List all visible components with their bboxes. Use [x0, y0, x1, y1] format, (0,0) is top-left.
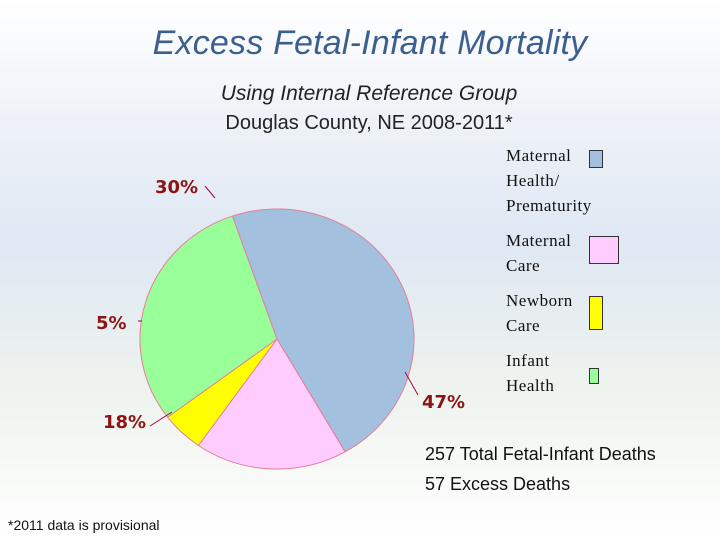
- pct-label-maternal-care: 18%: [103, 412, 146, 433]
- slice-infant-health: [139, 215, 278, 418]
- legend-swatch-maternal-care: [589, 236, 619, 264]
- legend-swatch-infant-health: [589, 368, 599, 384]
- pct-label-newborn-care: 5%: [96, 313, 127, 334]
- legend-swatch-maternal-health: [589, 150, 603, 168]
- leader-line-maternal-health: [404, 371, 419, 396]
- legend-swatch-newborn-care: [589, 296, 603, 330]
- pct-label-infant-health: 30%: [155, 177, 198, 198]
- legend-label-maternal-health: Maternal Health/ Prematurity: [506, 146, 592, 215]
- chart-subtitle: Using Internal Reference Group: [220, 82, 518, 105]
- slice-maternal-health: [231, 208, 415, 453]
- chart-title: Excess Fetal-Infant Mortality: [152, 24, 588, 62]
- total-deaths-text: 257 Total Fetal-Infant Deaths: [425, 444, 656, 464]
- legend-label-maternal-care: Maternal Care: [506, 231, 572, 275]
- leader-line-maternal-care: [149, 411, 173, 427]
- excess-deaths-text: 57 Excess Deaths: [425, 474, 571, 494]
- slice-maternal-care: [197, 338, 346, 470]
- leader-line-infant-health: [204, 185, 216, 199]
- chart-subtitle-2: Douglas County, NE 2008-2011*: [225, 112, 513, 134]
- footnote: *2011 data is provisional: [8, 517, 160, 533]
- legend-label-newborn-care: Newborn Care: [506, 291, 573, 335]
- pct-label-maternal-health: 47%: [422, 392, 465, 413]
- legend-label-infant-health: Infant Health: [506, 351, 555, 395]
